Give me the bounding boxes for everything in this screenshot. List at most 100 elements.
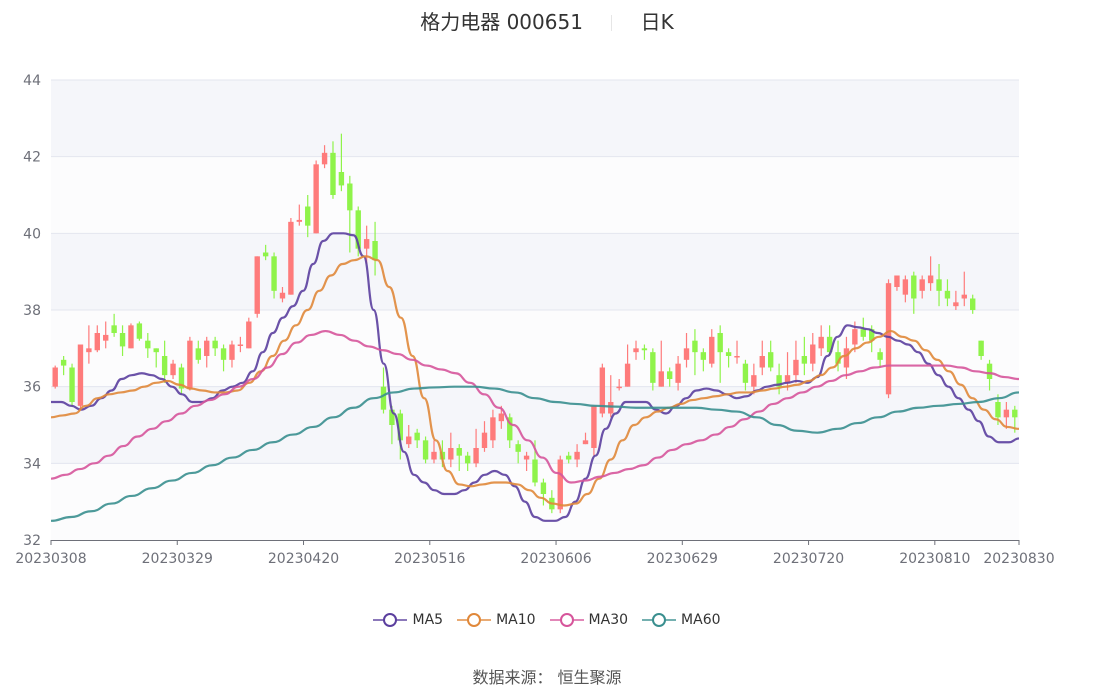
candle-down[interactable] [650,352,656,383]
candle-up[interactable] [919,279,925,291]
candle-up[interactable] [818,336,824,349]
candle-down[interactable] [532,459,538,483]
candle-up[interactable] [843,348,850,368]
candle-up[interactable] [490,417,496,441]
candle-up[interactable] [246,321,252,349]
candle-down[interactable] [507,417,513,441]
candle-down[interactable] [380,386,387,410]
period-label[interactable]: 日K [640,10,674,34]
candle-down[interactable] [995,402,1001,418]
candle-up[interactable] [237,344,244,347]
candle-down[interactable] [347,183,353,211]
candle-up[interactable] [852,329,858,345]
candle-up[interactable] [52,367,58,387]
candle-up[interactable] [77,344,84,406]
candle-down[interactable] [111,325,117,333]
candle-down[interactable] [936,279,942,291]
candle-down[interactable] [397,413,404,441]
candle-up[interactable] [759,356,765,368]
candle-up[interactable] [633,348,639,353]
candle-up[interactable] [204,340,210,356]
candle-down[interactable] [195,348,201,360]
candle-down[interactable] [767,352,774,368]
candle-down[interactable] [717,333,723,353]
candle-down[interactable] [338,172,345,186]
candle-down[interactable] [944,290,951,299]
candle-down[interactable] [145,340,151,349]
candle-down[interactable] [136,323,143,339]
candle-up[interactable] [658,371,664,387]
candle-up[interactable] [616,386,622,389]
candle-down[interactable] [835,352,841,364]
candle-up[interactable] [523,455,530,460]
candle-up[interactable] [296,219,303,222]
candle-up[interactable] [86,348,92,353]
candle-down[interactable] [422,440,429,460]
candle-up[interactable] [1003,409,1010,418]
candle-up[interactable] [254,256,260,314]
candle-up[interactable] [229,344,235,360]
candle-down[interactable] [877,352,883,360]
candle-down[interactable] [464,455,471,464]
candle-up[interactable] [927,275,934,284]
candle-up[interactable] [793,359,799,376]
candle-down[interactable] [869,329,875,341]
candle-up[interactable] [170,363,176,376]
legend-item-ma30[interactable]: MA30 [549,612,628,628]
candle-up[interactable] [582,440,589,445]
candle-down[interactable] [355,210,361,249]
candle-up[interactable] [784,375,791,383]
candle-down[interactable] [456,448,462,456]
candle-down[interactable] [330,152,336,195]
candle-down[interactable] [776,375,782,387]
candle-down[interactable] [700,352,707,360]
candle-up[interactable] [498,413,505,422]
candle-down[interactable] [986,363,993,379]
candle-down[interactable] [911,275,917,299]
candle-down[interactable] [692,340,698,353]
candle-down[interactable] [220,348,227,360]
candle-up[interactable] [288,221,294,295]
candle-down[interactable] [970,298,976,311]
candle-up[interactable] [431,451,437,460]
candle-down[interactable] [515,444,521,452]
candle-down[interactable] [565,455,572,460]
candle-up[interactable] [128,325,134,349]
candle-down[interactable] [540,482,547,495]
candle-up[interactable] [557,459,563,510]
candle-down[interactable] [414,432,420,441]
candle-up[interactable] [313,164,319,234]
candle-up[interactable] [683,348,690,360]
candle-up[interactable] [591,405,597,448]
candle-down[interactable] [372,241,378,261]
candle-up[interactable] [574,451,580,460]
candle-down[interactable] [641,348,648,351]
candle-down[interactable] [178,367,185,389]
candle-down[interactable] [801,356,808,364]
candle-down[interactable] [262,252,269,257]
candle-up[interactable] [448,448,454,460]
legend-item-ma5[interactable]: MA5 [373,612,443,628]
candle-up[interactable] [894,275,900,288]
candle-up[interactable] [406,436,412,445]
candle-up[interactable] [885,283,892,395]
candle-up[interactable] [709,336,715,364]
candle-up[interactable] [902,279,909,295]
candle-down[interactable] [860,329,866,337]
candle-down[interactable] [742,363,749,383]
candle-down[interactable] [119,333,126,347]
candle-up[interactable] [599,367,606,414]
candle-down[interactable] [666,371,673,379]
candle-down[interactable] [212,340,218,349]
candle-up[interactable] [103,334,109,341]
candle-up[interactable] [624,363,631,387]
candle-down[interactable] [725,352,732,356]
candle-down[interactable] [305,206,311,226]
candle-up[interactable] [734,356,740,358]
legend-item-ma60[interactable]: MA60 [642,612,721,628]
candle-down[interactable] [69,367,75,403]
candle-up[interactable] [608,402,614,414]
candle-up[interactable] [363,239,370,249]
candle-up[interactable] [187,340,193,389]
candle-down[interactable] [60,359,67,366]
